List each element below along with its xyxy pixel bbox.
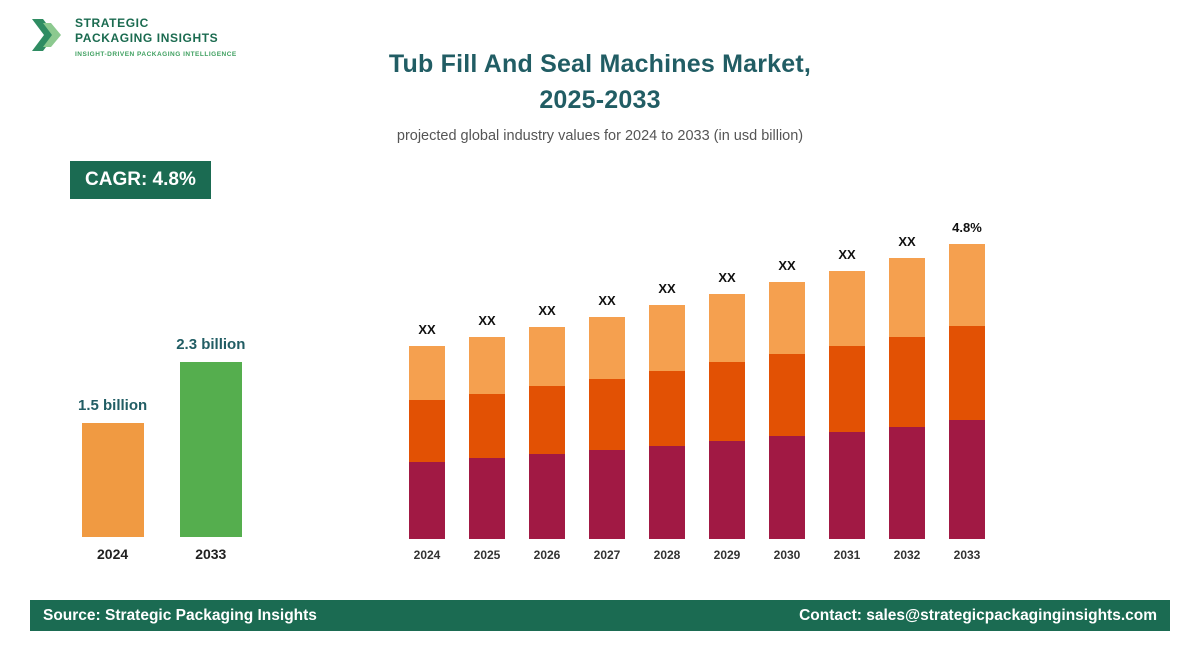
stacked-bar-group: XX 2031: [829, 247, 865, 562]
stacked-bar-middle-segment: [469, 394, 505, 458]
stacked-bar-middle-segment: [409, 400, 445, 462]
title-block: Tub Fill And Seal Machines Market, 2025-…: [0, 46, 1200, 144]
logo-chevron-icon: [30, 14, 66, 61]
bar-value-label: XX: [658, 281, 676, 296]
stacked-bar-group: 4.8% 2033: [949, 220, 985, 562]
stacked-bar-middle-segment: [769, 354, 805, 436]
bar-value-label: XX: [718, 270, 736, 285]
stacked-bar: [949, 244, 985, 539]
stacked-bar-middle-segment: [829, 346, 865, 432]
logo: STRATEGIC PACKAGING INSIGHTS INSIGHT-DRI…: [30, 14, 237, 61]
stacked-bar-middle-segment: [589, 379, 625, 450]
logo-tagline: INSIGHT-DRIVEN PACKAGING INTELLIGENCE: [75, 51, 237, 58]
stacked-bar-upper-segment: [589, 317, 625, 379]
page-title-line2: 2025-2033: [539, 86, 661, 115]
x-axis-label: 2029: [713, 548, 741, 562]
stacked-bar-group: XX 2024: [409, 322, 445, 562]
x-axis-label: 2027: [593, 548, 621, 562]
bar-value-label: XX: [598, 293, 616, 308]
x-axis-label: 2024: [413, 548, 441, 562]
stacked-bar-upper-segment: [829, 271, 865, 346]
cagr-badge: CAGR: 4.8%: [70, 161, 211, 199]
footer-source-text: Source: Strategic Packaging Insights: [43, 606, 317, 624]
footer-contact-text: Contact: sales@strategicpackaginginsight…: [799, 606, 1157, 624]
comparison-bar-group: 1.5 billion 2024: [78, 397, 147, 562]
stacked-bar-lower-segment: [889, 427, 925, 539]
stacked-bar: [589, 317, 625, 539]
stacked-bar: [409, 346, 445, 539]
stacked-bar: [649, 305, 685, 539]
bar-value-label: 4.8%: [952, 220, 982, 235]
stacked-bar: [829, 271, 865, 539]
logo-line1: STRATEGIC: [75, 16, 149, 30]
page-title-line1: Tub Fill And Seal Machines Market,: [388, 50, 812, 78]
stacked-bar-group: XX 2027: [589, 293, 625, 562]
bar-value-label: XX: [838, 247, 856, 262]
bar-value-label: 1.5 billion: [78, 397, 148, 414]
stacked-bar-lower-segment: [709, 441, 745, 539]
stacked-bar-lower-segment: [829, 432, 865, 539]
stacked-bar-lower-segment: [949, 420, 985, 539]
stacked-bar: [709, 294, 745, 539]
stacked-bar-group: XX 2028: [649, 281, 685, 562]
page-subtitle: projected global industry values for 202…: [396, 127, 804, 144]
stacked-bar-middle-segment: [949, 326, 985, 420]
x-axis-label: 2026: [533, 548, 561, 562]
stacked-bar-upper-segment: [469, 337, 505, 394]
stacked-bar-lower-segment: [409, 462, 445, 539]
stacked-bar-upper-segment: [529, 327, 565, 386]
x-axis-label: 2031: [833, 548, 861, 562]
comparison-bar: [81, 423, 144, 537]
stacked-bar-upper-segment: [409, 346, 445, 400]
stacked-bar-upper-segment: [769, 282, 805, 354]
stacked-bar: [529, 327, 565, 539]
x-axis-label: 2025: [473, 548, 501, 562]
stacked-bar-group: XX 2025: [469, 313, 505, 562]
stacked-bar-upper-segment: [709, 294, 745, 362]
stacked-bar-lower-segment: [649, 446, 685, 539]
x-axis-label: 2032: [893, 548, 921, 562]
stacked-bar-lower-segment: [769, 436, 805, 539]
x-axis-label: 2024: [97, 546, 129, 562]
x-axis-label: 2030: [773, 548, 801, 562]
bar-value-label: XX: [538, 303, 556, 318]
bar-value-label: 2.3 billion: [176, 336, 246, 353]
stacked-bar-lower-segment: [589, 450, 625, 539]
stacked-bar-group: XX 2032: [889, 234, 925, 562]
stacked-bar: [769, 282, 805, 539]
stacked-chart: XX 2024 XX 2025 XX 2026 XX 2027 XX 2028 XX 2029 XX 20…: [409, 220, 985, 562]
stacked-bar-group: XX 2030: [769, 258, 805, 562]
stacked-bar-middle-segment: [709, 362, 745, 441]
logo-line2: PACKAGING INSIGHTS: [75, 31, 219, 45]
x-axis-label: 2033: [953, 548, 981, 562]
stacked-bar-upper-segment: [649, 305, 685, 371]
footer-bar: Source: Strategic Packaging Insights Con…: [30, 600, 1170, 631]
stacked-bar-upper-segment: [889, 258, 925, 337]
stacked-bar-upper-segment: [949, 244, 985, 326]
stacked-bar-middle-segment: [529, 386, 565, 454]
stacked-bar-group: XX 2029: [709, 270, 745, 562]
x-axis-label: 2033: [195, 546, 227, 562]
stacked-bar: [469, 337, 505, 539]
stacked-bar-middle-segment: [649, 371, 685, 446]
x-axis-label: 2028: [653, 548, 681, 562]
stacked-bar-lower-segment: [469, 458, 505, 539]
logo-text: STRATEGIC PACKAGING INSIGHTS INSIGHT-DRI…: [75, 14, 237, 58]
stacked-bar-group: XX 2026: [529, 303, 565, 562]
bar-value-label: XX: [778, 258, 796, 273]
bar-value-label: XX: [478, 313, 496, 328]
bar-value-label: XX: [898, 234, 916, 249]
bar-value-label: XX: [418, 322, 436, 337]
comparison-chart: 1.5 billion 2024 2.3 billion 2033: [78, 336, 245, 562]
comparison-bar-group: 2.3 billion 2033: [176, 336, 245, 562]
comparison-bar: [179, 362, 242, 537]
stacked-bar: [889, 258, 925, 539]
stacked-bar-lower-segment: [529, 454, 565, 539]
stacked-bar-middle-segment: [889, 337, 925, 427]
